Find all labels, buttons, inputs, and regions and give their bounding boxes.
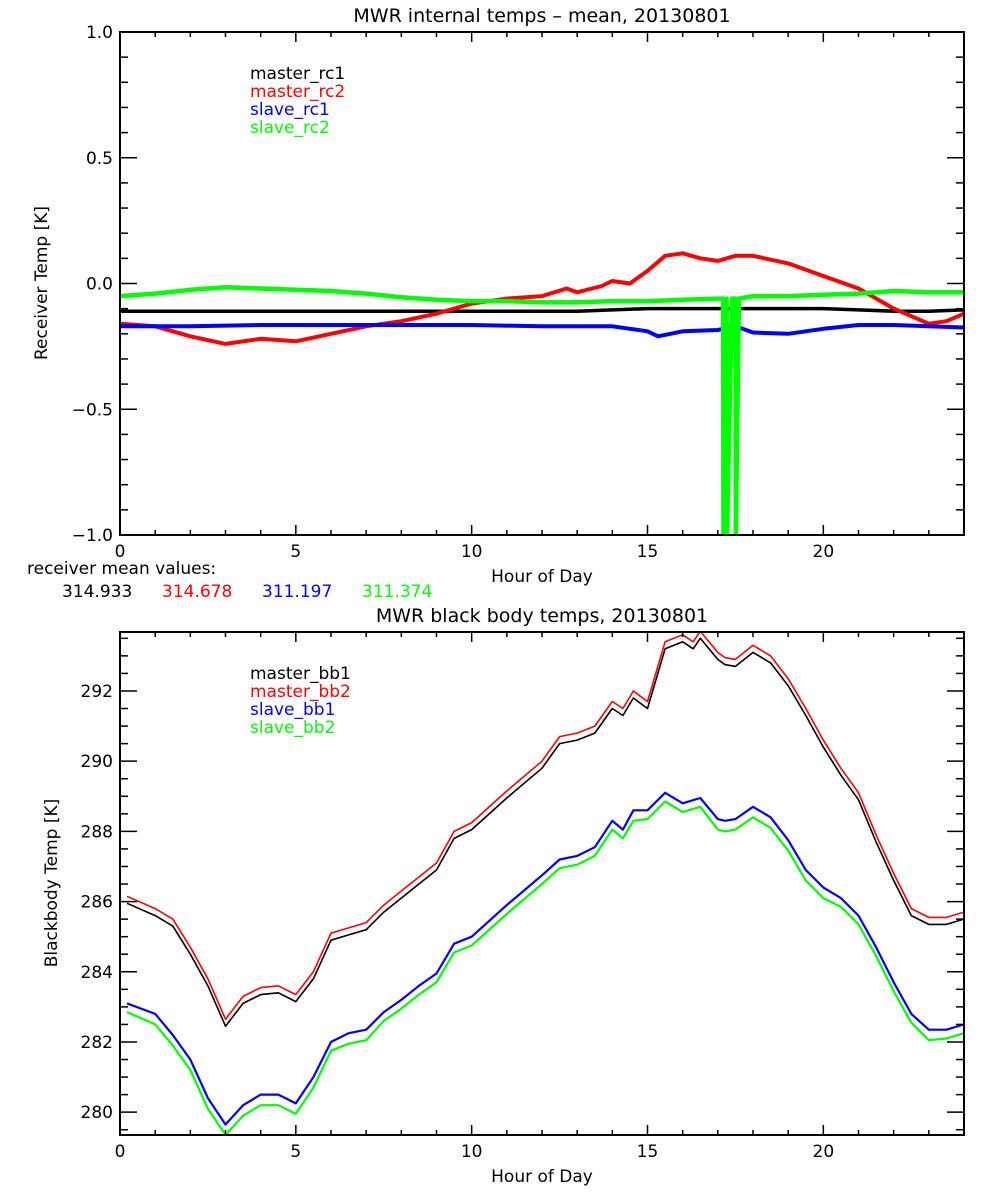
y-tick-label: 280 — [81, 1103, 113, 1123]
series-line-slave-rc2 — [120, 285, 964, 535]
series-group — [120, 251, 964, 535]
y-tick-label: 0.5 — [86, 149, 113, 169]
mean-values: 314.933 314.678 311.197 311.374 — [62, 582, 432, 602]
legend-entry-master-bb1: master_bb1 — [250, 664, 351, 684]
x-tick-label: 0 — [115, 542, 126, 562]
x-axis-label: Hour of Day — [491, 1167, 593, 1187]
legend-entry-master-bb2: master_bb2 — [250, 682, 351, 702]
y-tick-label: 1.0 — [86, 23, 113, 43]
mean-value: 311.374 — [362, 582, 432, 602]
x-tick-label: 5 — [290, 1142, 301, 1162]
y-tick-label: 288 — [81, 822, 113, 842]
series-line-slave-bb2 — [126, 800, 964, 1135]
x-tick-label: 10 — [461, 542, 483, 562]
legend-entry-master-rc1: master_rc1 — [250, 64, 345, 84]
y-tick-label: 282 — [81, 1033, 113, 1053]
blackbody-temp-plot: MWR black body temps, 20130801 0 5 10 15 20 2… — [42, 605, 965, 1187]
series-line-slave-bb1 — [126, 791, 964, 1126]
mean-value: 314.678 — [162, 582, 232, 602]
mean-value: 314.933 — [62, 582, 132, 602]
series-line-master-rc1 — [120, 306, 964, 313]
y-tick-label: 292 — [81, 682, 113, 702]
x-tick-label: 15 — [637, 1142, 659, 1162]
legend-entry-slave-bb1: slave_bb1 — [250, 700, 335, 720]
series-group — [126, 632, 964, 1135]
mean-value: 311.197 — [262, 582, 332, 602]
legend-entry-master-rc2: master_rc2 — [250, 82, 345, 102]
chart-title: MWR black body temps, 20130801 — [376, 605, 708, 627]
legend-entry-slave-rc2: slave_rc2 — [250, 118, 330, 138]
plot-frame — [119, 31, 965, 536]
axis-ticks: 0 5 10 15 20 1.0 0.5 0.0 −0.5 −1.0 — [72, 23, 965, 562]
x-tick-label: 20 — [813, 542, 835, 562]
axis-ticks: 0 5 10 15 20 280 282 284 286 288 290 292 — [81, 632, 965, 1162]
receiver-temp-plot: MWR internal temps – mean, 20130801 0 5 10… — [27, 5, 965, 602]
x-axis-label: Hour of Day — [491, 567, 593, 587]
y-tick-label: −0.5 — [72, 400, 113, 420]
series-line-master-rc2 — [120, 251, 964, 346]
x-tick-label: 15 — [637, 542, 659, 562]
legend-entry-slave-rc1: slave_rc1 — [250, 100, 330, 120]
x-tick-label: 5 — [290, 542, 301, 562]
mean-values-label: receiver mean values: — [27, 559, 216, 579]
y-tick-label: 286 — [81, 893, 113, 913]
series-line-master-bb2 — [126, 632, 964, 1020]
legend-entry-slave-bb2: slave_bb2 — [250, 718, 335, 738]
series-line-master-bb1 — [126, 637, 964, 1027]
y-axis-label: Blackbody Temp [K] — [42, 799, 62, 968]
series-line-slave-rc1 — [120, 323, 964, 339]
y-tick-label: 284 — [81, 963, 113, 983]
y-axis-label: Receiver Temp [K] — [32, 206, 52, 360]
y-tick-label: 0.0 — [86, 275, 113, 295]
x-tick-label: 0 — [115, 1142, 126, 1162]
x-tick-label: 10 — [461, 1142, 483, 1162]
x-tick-label: 20 — [813, 1142, 835, 1162]
y-tick-label: 290 — [81, 752, 113, 772]
chart-title: MWR internal temps – mean, 20130801 — [353, 5, 730, 27]
y-tick-label: −1.0 — [72, 526, 113, 546]
